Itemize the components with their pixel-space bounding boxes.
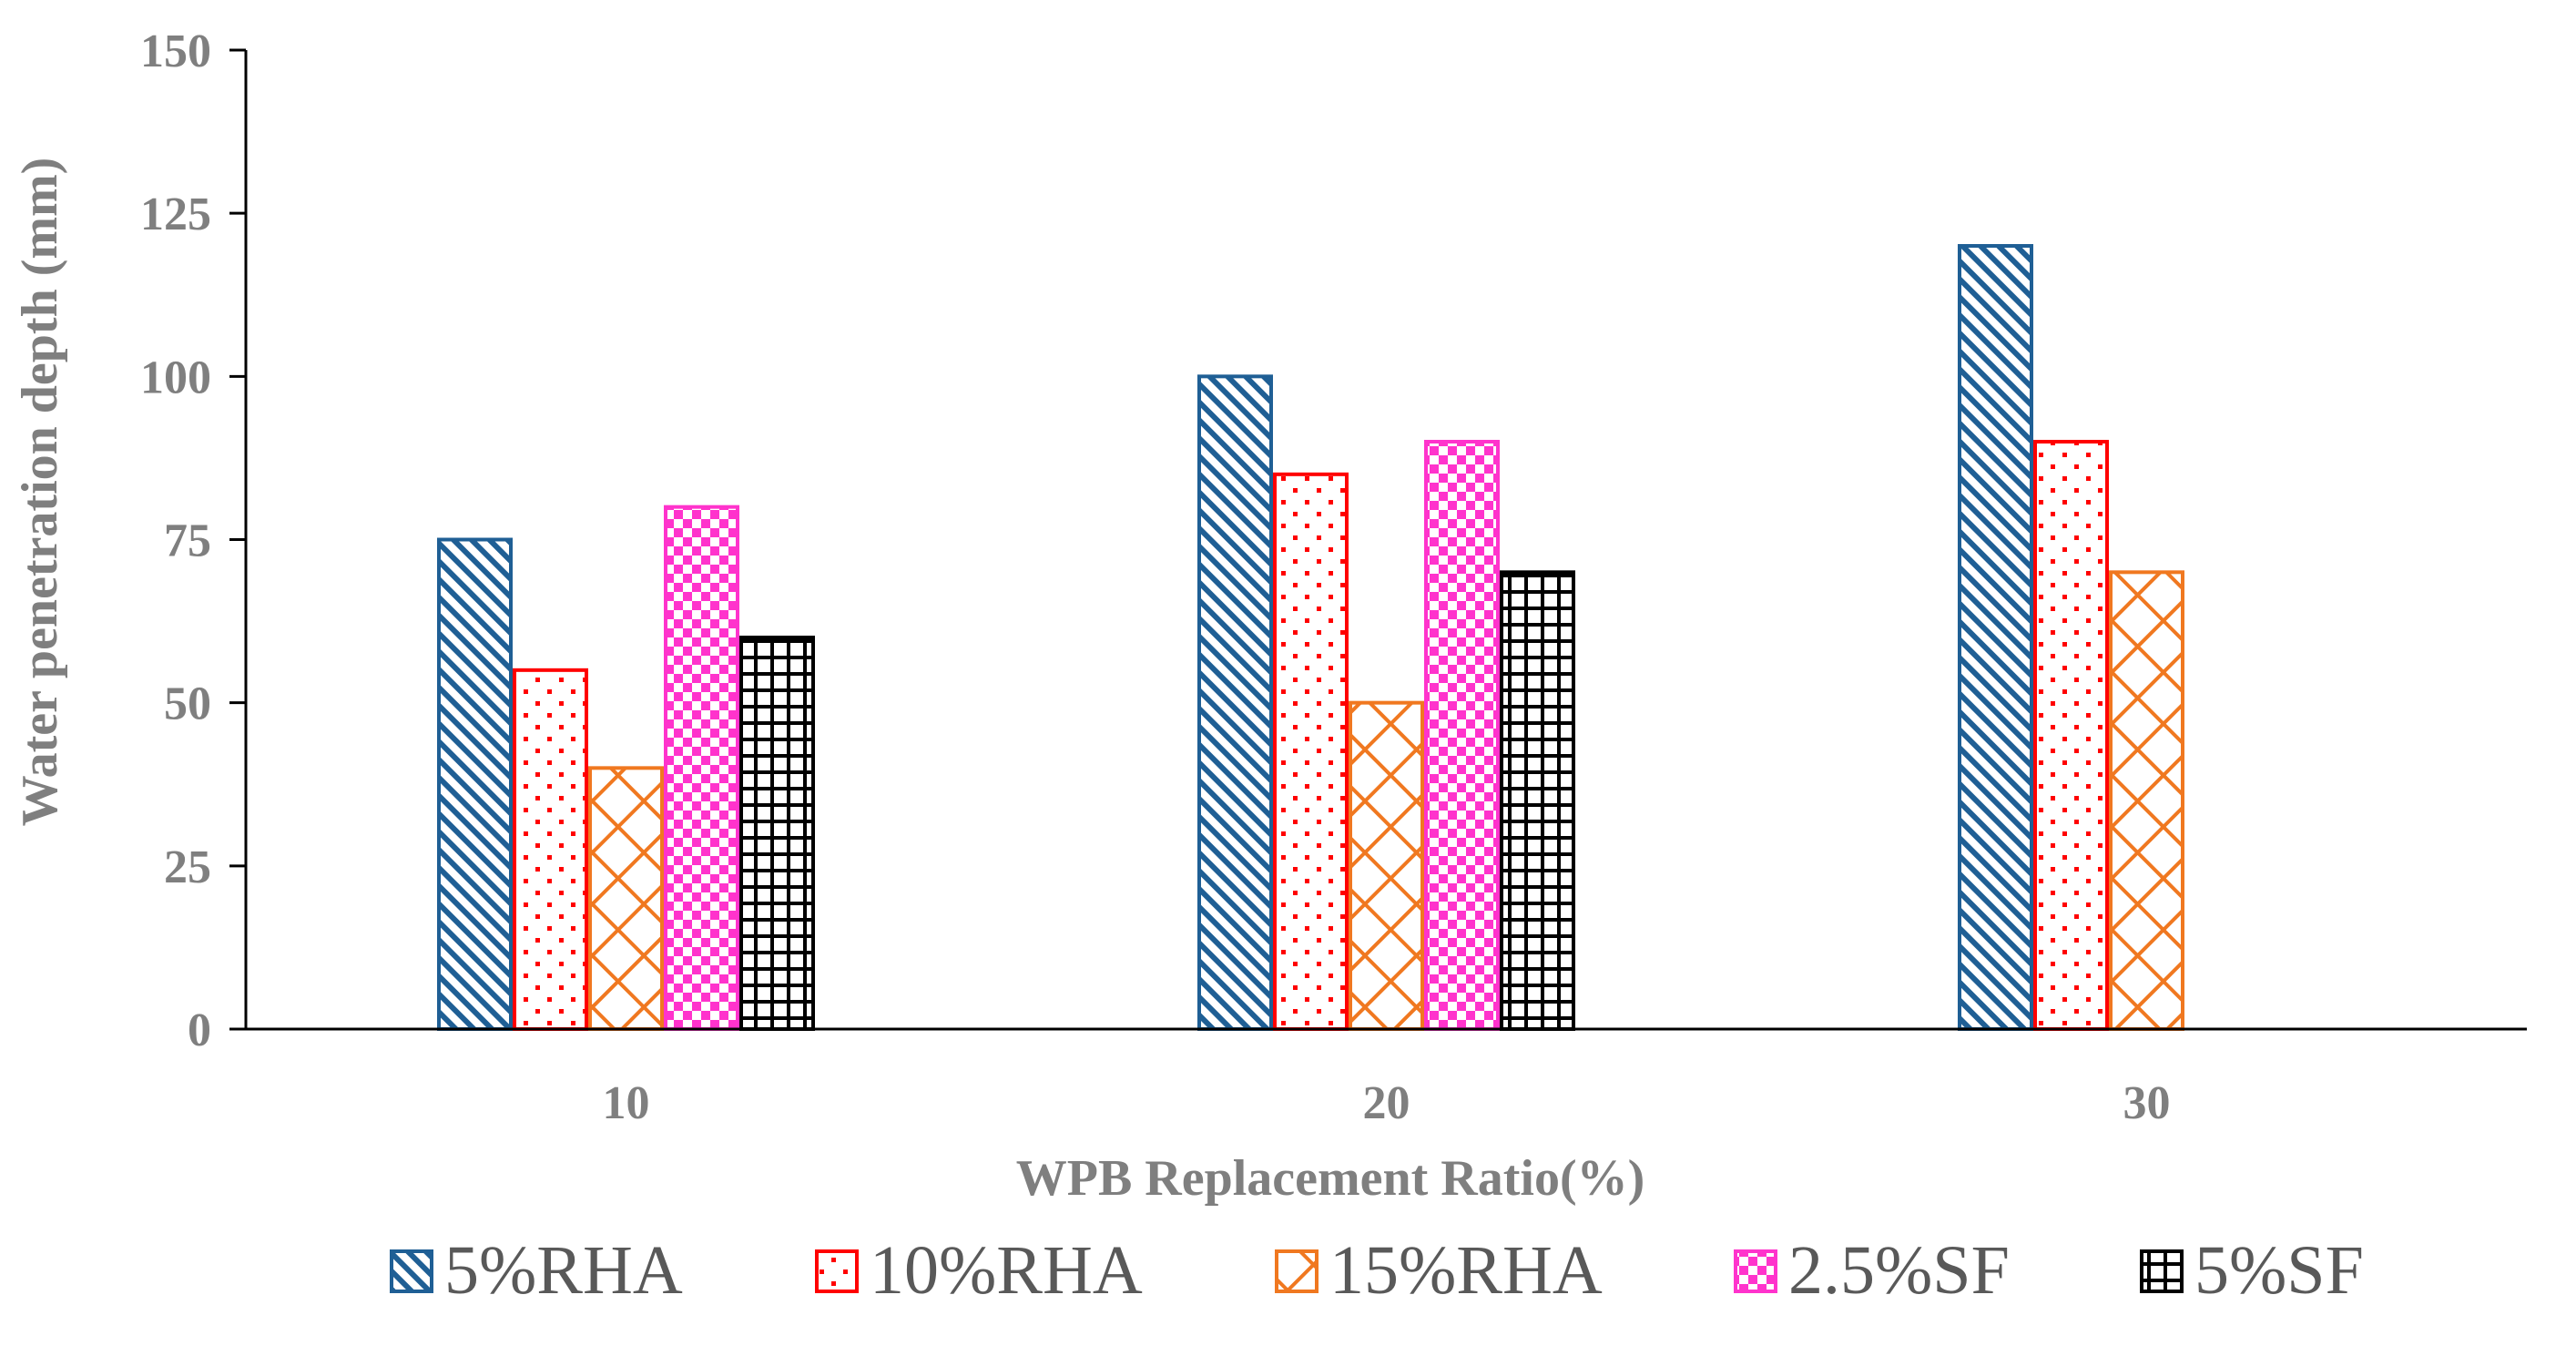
legend-swatch <box>1275 1249 1319 1293</box>
legend-label: 10%RHA <box>870 1232 1143 1309</box>
legend-item-15%RHA: 15%RHA <box>1275 1232 1603 1309</box>
legend-label: 5%SF <box>2194 1232 2364 1309</box>
legend-item-5%SF: 5%SF <box>2140 1232 2364 1309</box>
legend-label: 2.5%SF <box>1788 1232 2010 1309</box>
bars-layer <box>437 244 2184 1032</box>
x-tick-label: 10 <box>603 1077 650 1129</box>
y-tick-label: 150 <box>140 25 211 77</box>
bar-2.5%SF-10 <box>664 505 739 1031</box>
bar-15%RHA-10 <box>588 766 664 1031</box>
bar-15%RHA-30 <box>2109 570 2184 1031</box>
x-axis-title: WPB Replacement Ratio(%) <box>1016 1150 1645 1207</box>
bar-10%RHA-10 <box>513 668 588 1031</box>
y-tick-label: 25 <box>164 841 211 893</box>
legend-swatch <box>815 1249 859 1293</box>
axes-layer: 10 20 30 0 25 50 75 100 125 150 <box>140 25 2527 1129</box>
legend-swatch <box>390 1249 433 1293</box>
y-tick-label: 50 <box>164 678 211 730</box>
y-axis-title: Water penetration depth (mm) <box>12 158 68 827</box>
legend-label: 15%RHA <box>1329 1232 1603 1309</box>
legend-item-10%RHA: 10%RHA <box>815 1232 1143 1309</box>
y-tick-label: 0 <box>188 1004 211 1056</box>
legend: 5%RHA 10%RHA 15%RHA 2.5%SF 5%SF <box>390 1232 2364 1309</box>
bar-10%RHA-30 <box>2033 440 2109 1031</box>
x-tick-label: 30 <box>2123 1077 2171 1129</box>
x-tick-label: 20 <box>1363 1077 1410 1129</box>
bar-5%SF-10 <box>739 636 815 1031</box>
bar-15%RHA-20 <box>1349 700 1424 1032</box>
legend-item-5%RHA: 5%RHA <box>390 1232 683 1309</box>
y-tick-label: 125 <box>140 189 211 240</box>
legend-label: 5%RHA <box>444 1232 683 1309</box>
legend-item-2.5%SF: 2.5%SF <box>1734 1232 2010 1309</box>
bar-10%RHA-20 <box>1273 472 1349 1031</box>
y-tick-label: 75 <box>164 515 211 567</box>
legend-swatch <box>2140 1249 2184 1293</box>
bar-5%RHA-30 <box>1958 244 2033 1031</box>
bar-5%RHA-10 <box>437 537 513 1031</box>
bar-5%RHA-20 <box>1197 374 1273 1032</box>
bar-5%SF-20 <box>1500 570 1575 1031</box>
y-tick-label: 100 <box>140 352 211 403</box>
bar-2.5%SF-20 <box>1424 440 1500 1031</box>
legend-swatch <box>1734 1249 1777 1293</box>
